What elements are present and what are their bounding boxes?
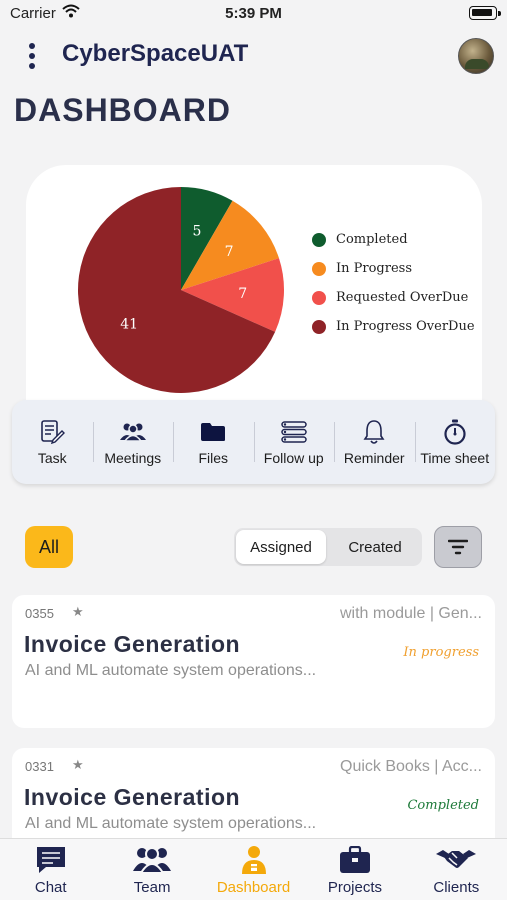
- tab-team[interactable]: Team: [101, 839, 202, 900]
- tab-clients[interactable]: Clients: [406, 839, 507, 900]
- legend-item: Completed: [312, 225, 475, 254]
- task-name: Invoice Generation: [24, 631, 241, 657]
- folder-icon: [200, 419, 226, 445]
- legend-label: In Progress: [336, 261, 413, 276]
- quick-action-label: Task: [37, 449, 67, 466]
- assigned-created-toggle: Assigned Created: [234, 528, 422, 566]
- tab-projects[interactable]: Projects: [304, 839, 405, 900]
- status-bar: Carrier 5:39 PM: [0, 0, 507, 30]
- bottom-tab-bar: Chat Team Dashboard Projects Clients: [0, 838, 507, 900]
- avatar[interactable]: [458, 38, 494, 74]
- stopwatch-icon: [443, 419, 467, 445]
- people-group-icon: [119, 419, 147, 445]
- pie-slice-in-progress-overdue[interactable]: [78, 187, 276, 393]
- task-card[interactable]: 0355 ★ with module | Gen... Invoice Gene…: [12, 595, 495, 728]
- legend-label: In Progress OverDue: [336, 319, 475, 334]
- task-meta: with module | Gen...: [340, 605, 482, 622]
- star-icon[interactable]: ★: [72, 605, 84, 620]
- carrier-label: Carrier: [10, 5, 56, 22]
- tab-chat[interactable]: Chat: [0, 839, 101, 900]
- pie-slice-value-label: 7: [238, 286, 247, 302]
- quick-action-label: Reminder: [343, 449, 405, 466]
- quick-action-follow-up[interactable]: Follow up: [253, 412, 335, 472]
- quick-action-label: Time sheet: [420, 449, 490, 466]
- team-icon: [132, 845, 172, 875]
- task-edit-icon: [39, 419, 66, 445]
- clock: 5:39 PM: [225, 5, 282, 22]
- app-title: CyberSpaceUAT: [62, 40, 249, 67]
- filter-all-button[interactable]: All: [25, 526, 73, 568]
- legend-swatch: [312, 232, 326, 247]
- quick-action-files[interactable]: Files: [173, 412, 254, 472]
- star-icon[interactable]: ★: [72, 758, 84, 773]
- briefcase-icon: [339, 845, 371, 875]
- legend-swatch: [312, 319, 326, 334]
- tab-label: Dashboard: [216, 879, 291, 896]
- quick-action-label: Files: [198, 449, 229, 466]
- quick-action-label: Follow up: [263, 449, 324, 466]
- task-id: 0331: [25, 759, 54, 774]
- pie-slice-requested-overdue[interactable]: [181, 258, 284, 332]
- task-status: In progress: [403, 645, 479, 660]
- task-name: Invoice Generation: [24, 784, 241, 810]
- legend-label: Completed: [336, 232, 408, 247]
- quick-action-meetings[interactable]: Meetings: [92, 412, 174, 472]
- tab-dashboard[interactable]: Dashboard: [203, 839, 304, 900]
- pie-slice-value-label: 7: [225, 244, 234, 260]
- task-description: AI and ML automate system operations...: [25, 815, 317, 832]
- legend-label: Requested OverDue: [336, 290, 469, 305]
- tab-label: Clients: [433, 879, 480, 896]
- handshake-icon: [435, 845, 477, 875]
- legend-item: In Progress OverDue: [312, 312, 475, 341]
- quick-actions-bar: Task Meetings Files Follow up Reminder T…: [12, 400, 495, 484]
- task-meta: Quick Books | Acc...: [340, 758, 482, 775]
- tab-label: Team: [133, 879, 171, 896]
- tab-label: Chat: [34, 879, 67, 896]
- segment-assigned[interactable]: Assigned: [236, 530, 326, 564]
- legend-item: Requested OverDue: [312, 283, 475, 312]
- page-title: DASHBOARD: [14, 92, 231, 128]
- filter-lines-icon: [448, 539, 468, 555]
- task-id: 0355: [25, 606, 54, 621]
- pie-slice-completed[interactable]: [181, 187, 233, 290]
- segment-created[interactable]: Created: [348, 538, 402, 556]
- filter-button[interactable]: [434, 526, 482, 568]
- wifi-icon: [62, 4, 80, 18]
- quick-action-task[interactable]: Task: [12, 412, 93, 472]
- legend-swatch: [312, 261, 326, 276]
- task-status: Completed: [407, 798, 479, 813]
- status-pie-chart: 5 7 7 41: [78, 187, 284, 393]
- tab-label: Projects: [327, 879, 383, 896]
- legend-item: In Progress: [312, 254, 475, 283]
- chat-icon: [35, 845, 67, 875]
- list-icon: [281, 419, 307, 445]
- quick-action-reminder[interactable]: Reminder: [334, 412, 415, 472]
- dashboard-icon: [239, 845, 269, 875]
- legend-swatch: [312, 290, 326, 305]
- bell-icon: [363, 419, 385, 445]
- pie-slice-value-label: 41: [120, 317, 138, 333]
- task-description: AI and ML automate system operations...: [25, 662, 317, 679]
- pie-slice-in-progress[interactable]: [181, 200, 279, 290]
- menu-button[interactable]: [22, 40, 42, 74]
- quick-action-label: Meetings: [104, 449, 162, 466]
- chart-legend: Completed In Progress Requested OverDue In …: [312, 225, 475, 341]
- quick-action-time-sheet[interactable]: Time sheet: [414, 412, 496, 472]
- pie-slice-value-label: 5: [193, 223, 202, 239]
- battery-icon: [469, 6, 497, 20]
